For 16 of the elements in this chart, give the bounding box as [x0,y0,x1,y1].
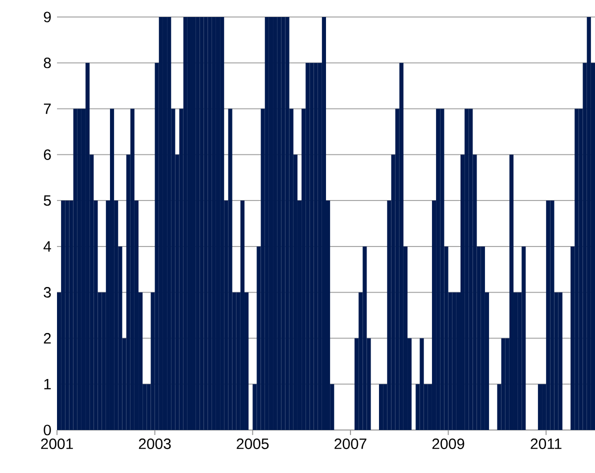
y-tick-label: 1 [44,378,51,390]
x-tick-label: 2003 [138,438,171,450]
x-tick-label: 2007 [334,438,366,450]
y-tick-label: 4 [44,241,52,252]
y-tick-label: 9 [44,12,51,22]
x-tick-label: 2005 [236,438,269,450]
x-tick-label: 2011 [530,438,562,450]
y-tick-label: 7 [44,104,51,114]
y-tick-label: 3 [44,287,51,298]
x-tick-label: 2001 [41,438,73,450]
x-tick-label: 2009 [432,438,464,450]
y-tick-label: 5 [44,195,51,206]
y-tick-label: 8 [44,58,51,68]
y-tick-label: 0 [44,424,51,436]
y-tick-label: 6 [44,149,51,160]
y-tick-label: 2 [44,333,51,344]
